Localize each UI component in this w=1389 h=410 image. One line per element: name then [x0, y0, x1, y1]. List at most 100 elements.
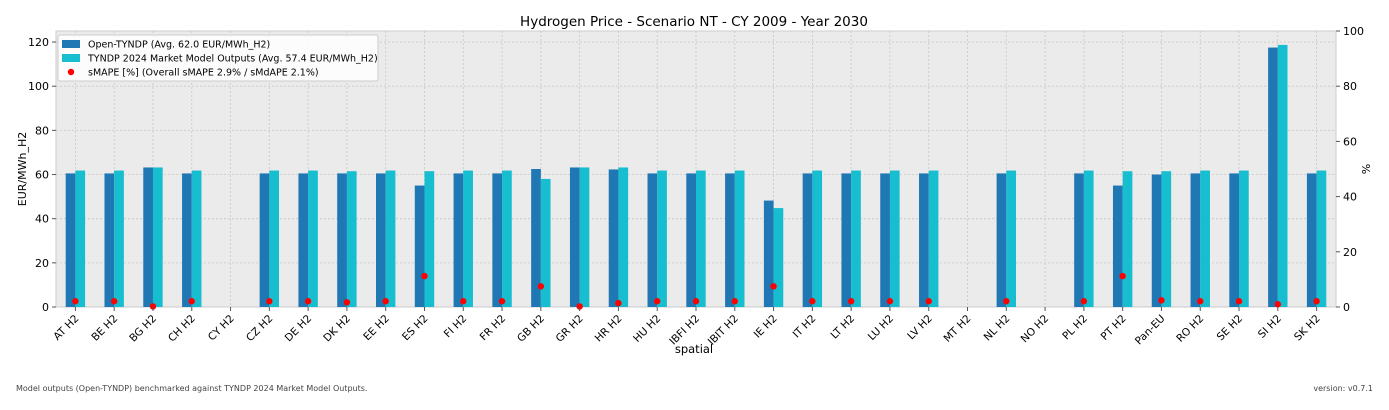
bar: [1239, 170, 1249, 307]
x-tick-label: CH H2: [166, 313, 198, 345]
x-tick-label: EE H2: [361, 313, 392, 344]
y-tick-label: 40: [35, 213, 49, 226]
bar: [841, 173, 852, 307]
bar: [851, 170, 861, 307]
legend-box: [57, 34, 379, 82]
smape-point: [498, 298, 506, 305]
x-axis-label: spatial: [675, 342, 713, 356]
y2-tick-label: 0: [1343, 301, 1350, 314]
smape-point: [72, 298, 79, 305]
smape-points: [72, 272, 1320, 310]
x-tick-label: FI H2: [442, 313, 470, 341]
smape-point: [343, 299, 351, 306]
x-tick-label: DK H2: [321, 313, 353, 345]
smape-point: [110, 298, 118, 305]
bar: [686, 173, 696, 307]
smape-point: [1003, 298, 1010, 305]
bar: [1277, 44, 1288, 307]
smape-point: [770, 283, 777, 290]
bar: [657, 170, 667, 307]
x-tick-label: IT H2: [791, 313, 819, 341]
smape-point: [382, 298, 389, 305]
bar-series: [65, 44, 1327, 308]
x-tick-label: LU H2: [866, 313, 896, 343]
smape-point: [1080, 298, 1088, 305]
smape-point: [421, 272, 428, 280]
x-tick-label: LT H2: [828, 313, 857, 342]
bar: [889, 170, 900, 307]
smape-point: [615, 299, 622, 307]
bar: [376, 173, 386, 307]
x-tick-label: FR H2: [478, 313, 509, 344]
y-tick-label: 60: [35, 169, 49, 182]
bar: [182, 173, 192, 307]
smape-point: [304, 298, 312, 305]
y2-tick-label: 20: [1343, 246, 1357, 259]
bar: [1316, 170, 1327, 307]
y-tick-label: 80: [35, 124, 49, 137]
bar: [1151, 174, 1162, 307]
x-tick-label: HR H2: [593, 313, 625, 345]
smape-point: [149, 303, 157, 310]
bar: [308, 170, 318, 307]
y-tick-label: 20: [35, 257, 49, 270]
bar: [104, 173, 115, 307]
bar: [152, 167, 163, 307]
bar: [812, 170, 823, 307]
footer-version: version: v0.7.1: [1313, 384, 1373, 393]
x-tick-label: AT H2: [51, 313, 81, 343]
bar: [1122, 171, 1133, 307]
bar: [463, 170, 473, 307]
x-tick-label: CY H2: [206, 313, 237, 344]
smape-point: [188, 298, 195, 305]
x-tick-label: IE H2: [752, 313, 780, 341]
x-tick-label: SE H2: [1215, 313, 1246, 344]
x-tick-label: NO H2: [1019, 313, 1052, 346]
smape-point: [537, 283, 545, 290]
bar: [337, 173, 347, 307]
smape-point: [847, 298, 855, 305]
x-tick-label: RO H2: [1174, 313, 1206, 345]
x-tick-label: DE H2: [283, 313, 315, 345]
x-tick-label: MT H2: [942, 313, 974, 345]
right-y-axis: 0 20 40 60 80 100: [1336, 25, 1364, 314]
bar: [1112, 185, 1123, 307]
y-axis-label: EUR/MWh_H2: [16, 132, 29, 206]
smape-point: [1197, 298, 1204, 305]
legend-label: Open-TYNDP (Avg. 62.0 EUR/MWh_H2): [88, 40, 270, 51]
smape-point: [1313, 298, 1320, 305]
x-tick-label: SK H2: [1292, 313, 1323, 344]
bar: [114, 170, 124, 307]
bar: [725, 173, 735, 307]
bar: [385, 170, 396, 307]
legend-label: TYNDP 2024 Market Model Outputs (Avg. 57…: [87, 54, 378, 65]
bar: [502, 170, 512, 307]
y2-tick-label: 40: [1343, 191, 1357, 204]
bar: [696, 170, 706, 307]
bar: [1200, 170, 1210, 307]
bar: [734, 170, 745, 307]
x-tick-label: GB H2: [515, 313, 547, 345]
x-tick-label: HU H2: [631, 313, 663, 345]
smape-point: [809, 298, 816, 305]
x-tick-label: BE H2: [89, 313, 120, 344]
bar: [1083, 170, 1094, 307]
y2-tick-label: 100: [1343, 25, 1364, 38]
y2-axis-label: %: [1359, 164, 1372, 174]
smape-point: [1235, 298, 1243, 305]
bar: [647, 173, 658, 307]
bar: [802, 173, 813, 307]
x-tick-label: PL H2: [1060, 313, 1090, 343]
y-tick-label: 120: [28, 36, 49, 49]
footer-note: Model outputs (Open-TYNDP) benchmarked a…: [16, 384, 368, 393]
x-tick-label: ES H2: [400, 313, 431, 344]
x-tick-label: CZ H2: [244, 313, 275, 344]
bar: [492, 173, 503, 307]
x-tick-label: Pan-EU: [1133, 313, 1168, 348]
bar: [1190, 173, 1201, 307]
hydrogen-price-chart: Hydrogen Price - Scenario NT - CY 2009 -…: [16, 14, 1372, 356]
x-tick-label: BG H2: [127, 313, 159, 345]
bar: [1161, 171, 1172, 307]
bar: [996, 173, 1007, 307]
y-tick-label: 0: [42, 301, 49, 314]
